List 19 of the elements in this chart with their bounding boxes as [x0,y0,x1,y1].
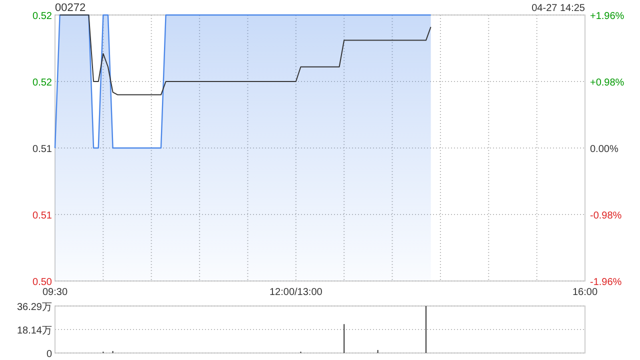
y-tick-label: 0.50 [32,277,52,288]
y2-tick-label: +1.96% [590,11,624,22]
y-tick-label: 18.14万 [16,326,52,337]
y2-tick-label: +0.98% [590,78,624,88]
y-tick-label: 0.52 [32,11,52,22]
y-tick-label: 0.51 [32,210,52,222]
x-tick-label: 16:00 [572,287,598,298]
y-tick-label: 0 [46,349,52,360]
x-tick-label: 12:00/13:00 [269,287,323,298]
chart-title: 00272 [55,2,86,14]
y2-tick-label: -1.96% [590,277,622,288]
y2-tick-label: -0.98% [590,210,622,222]
y-tick-label: 0.51 [32,144,52,155]
y-tick-label: 0.52 [32,78,52,88]
text: 04-27 14:25 [532,3,586,14]
line-series [59,14,432,96]
x-tick-label: 09:30 [42,287,68,298]
y2-tick-label: 0.00% [590,144,618,155]
y-tick-label: 36.29万 [16,302,52,313]
